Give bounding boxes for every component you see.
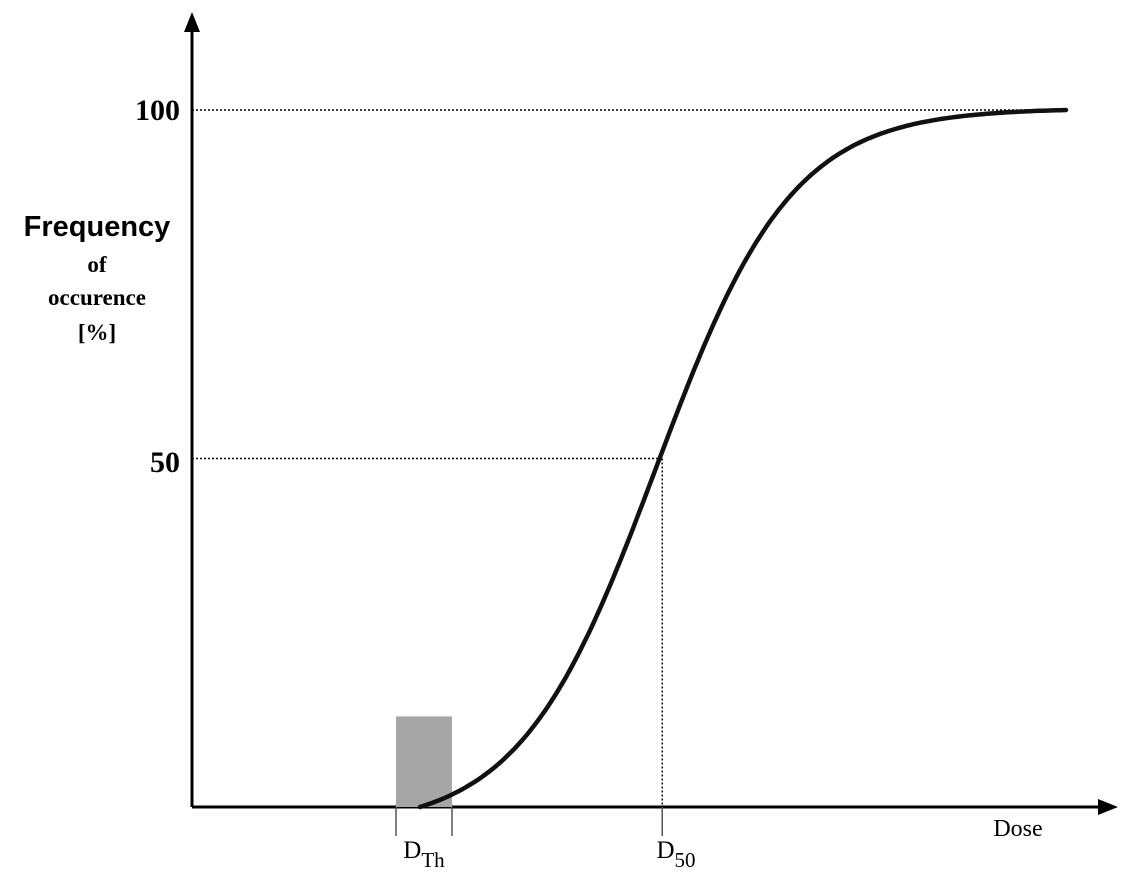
y-axis-label-line2: of (87, 252, 107, 277)
y-axis-arrow (184, 12, 200, 32)
x-marker-threshold-sub: Th (421, 848, 445, 872)
threshold-band (396, 716, 452, 807)
y-axis-label-line4: [%] (78, 320, 116, 345)
x-marker-d50-main: D (656, 837, 674, 864)
x-marker-d50-sub: 50 (675, 848, 696, 872)
x-marker-threshold-main: D (403, 837, 421, 864)
series-line-sigmoid (417, 107, 1069, 810)
y-axis-label-line1: Frequency (24, 211, 171, 243)
y-tick-label-100: 100 (135, 94, 180, 127)
x-marker-threshold-label: DTh (403, 837, 445, 872)
x-axis-label: Dose (993, 816, 1042, 842)
y-tick-label-50: 50 (150, 446, 180, 479)
x-axis-arrow (1098, 799, 1118, 815)
y-axis-label-line3: occurence (48, 285, 146, 310)
x-marker-d50-label: D50 (656, 837, 695, 872)
